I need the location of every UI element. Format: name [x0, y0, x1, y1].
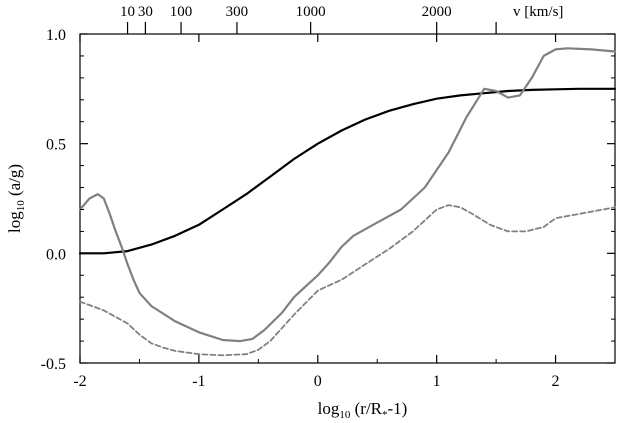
plot-frame	[79, 33, 616, 364]
top-axis-tick-label: 100	[170, 4, 193, 20]
top-axis-label: v [km/s]	[513, 4, 563, 20]
y-label-log: log	[5, 211, 24, 233]
plot-border	[79, 33, 616, 364]
x-axis-label: log10 (r/R*-1)	[318, 399, 408, 421]
x-label-star: *	[382, 409, 388, 421]
series-layer	[78, 47, 617, 357]
x-tick-label: 0	[314, 373, 322, 390]
axes-layer: -2 -1 0 1 2 -0.5 0.0 0.5 1.0 10 30 100 300 1000 2000	[41, 4, 616, 390]
x-label-log: log	[318, 399, 340, 418]
x-label-sub: 10	[339, 409, 351, 421]
y-tick-label: -0.5	[41, 356, 66, 373]
y-tick-label: 0.5	[46, 137, 66, 154]
y-tick-label: 1.0	[46, 27, 66, 44]
series-line-2	[78, 47, 617, 343]
series-line-1	[78, 87, 617, 255]
x-tick-label: 2	[552, 373, 560, 390]
x-tick-label: 1	[433, 373, 441, 390]
y-tick-label: 0.0	[46, 246, 66, 263]
series-line-3	[79, 204, 616, 357]
top-axis-tick-label: 1000	[296, 4, 326, 20]
top-axis-tick-label: 10	[120, 4, 135, 20]
x-tick-label: -2	[73, 373, 86, 390]
x-label-main: (r/R	[350, 399, 382, 418]
y-label-main: (a/g)	[5, 164, 24, 200]
top-axis-tick-label: 300	[226, 4, 249, 20]
y-label-sub: 10	[15, 200, 27, 212]
y-axis-label: log10 (a/g)	[5, 164, 27, 233]
x-tick-label: -1	[192, 373, 205, 390]
top-axis-tick-label: 30	[138, 4, 153, 20]
x-label-tail: -1)	[388, 399, 408, 418]
top-axis-tick-label: 2000	[422, 4, 452, 20]
